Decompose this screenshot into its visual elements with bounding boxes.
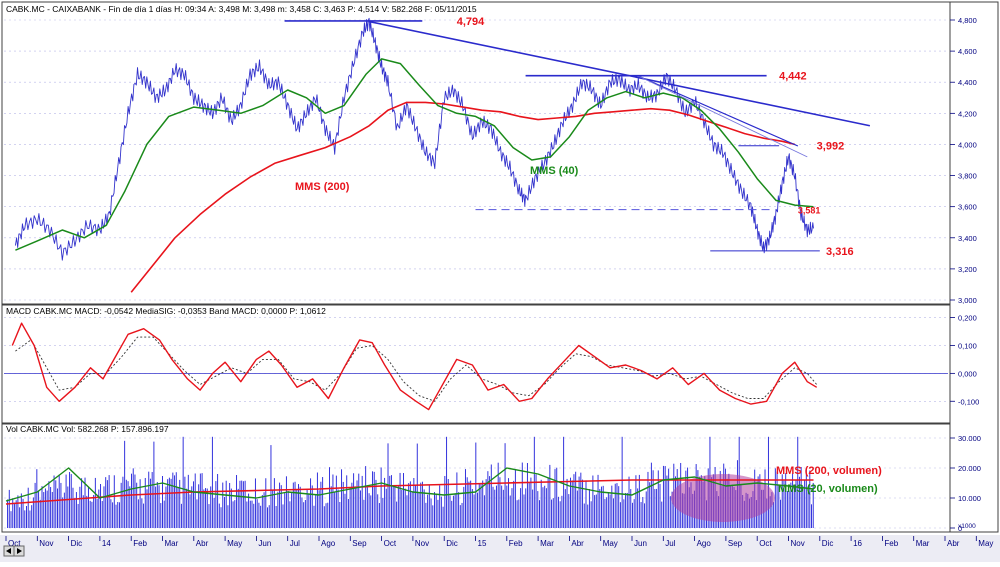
arrow-right-icon bbox=[17, 548, 22, 554]
price-y-tick-label: 3,600 bbox=[958, 203, 977, 212]
level-label: 4,442 bbox=[779, 71, 807, 83]
main-downtrend-line bbox=[368, 20, 871, 127]
x-tick-label: Nov bbox=[415, 539, 429, 548]
macd-y-tick-label: 0,100 bbox=[958, 341, 977, 350]
price-y-tick-label: 4,600 bbox=[958, 47, 977, 56]
x-tick-label: Abr bbox=[196, 539, 209, 548]
x-tick-label: Feb bbox=[133, 539, 147, 548]
mms200-series-line bbox=[130, 101, 795, 293]
price-y-tick-label: 3,400 bbox=[958, 234, 977, 243]
x-tick-label: Feb bbox=[509, 539, 523, 548]
x-tick-label: Ago bbox=[697, 539, 712, 548]
level-label: 3,992 bbox=[817, 141, 845, 153]
x-tick-label: Dic bbox=[822, 539, 834, 548]
vol-mms20-annotation: MMS (20, volumen) bbox=[778, 483, 878, 495]
price-y-tick-label: 3,200 bbox=[958, 265, 977, 274]
price-y-tick-label: 4,400 bbox=[958, 78, 977, 87]
support-resistance-levels: 4,794 4,442 3,992 3,581 3,316 bbox=[284, 16, 871, 258]
vol-mms200-line bbox=[5, 479, 814, 505]
x-axis-bar bbox=[0, 535, 1000, 562]
x-tick-label: Oct bbox=[8, 539, 21, 548]
price-series-line bbox=[14, 17, 814, 261]
x-tick-label: Jul bbox=[665, 539, 675, 548]
price-y-tick-label: 4,200 bbox=[958, 109, 977, 118]
x-tick-label: Oct bbox=[384, 539, 397, 548]
macd-y-tick-label: 0,200 bbox=[958, 314, 977, 323]
level-label: 4,794 bbox=[457, 16, 485, 28]
x-tick-label: Abr bbox=[571, 539, 584, 548]
arrow-left-icon bbox=[6, 548, 11, 554]
macd-signal-line bbox=[15, 336, 818, 402]
price-y-tick-label: 3,000 bbox=[958, 296, 977, 305]
y-axis-ticks: 4,800 4,600 4,400 4,200 4,000 3,800 3,600 3,400… bbox=[950, 16, 981, 533]
x-tick-label: Sep bbox=[728, 539, 743, 548]
x-tick-label: Jun bbox=[634, 539, 647, 548]
x-axis-ticks: Oct Nov Dic 14 Feb Mar Abr May Jun Jul Ago Sep Oct No… bbox=[5, 536, 993, 548]
macd-y-tick-label: 0,000 bbox=[958, 369, 977, 378]
volume-highlight-ellipse bbox=[671, 474, 775, 522]
mms200-annotation: MMS (200) bbox=[295, 181, 350, 193]
level-label: 3,316 bbox=[826, 246, 854, 258]
x-tick-label: Dic bbox=[71, 539, 83, 548]
price-y-tick-label: 4,800 bbox=[958, 16, 977, 25]
vol-mms20-line bbox=[5, 467, 814, 502]
level-label: 3,581 bbox=[798, 206, 821, 216]
x-tick-label: 14 bbox=[102, 539, 111, 548]
volume-y-tick-label: 0 bbox=[958, 524, 962, 533]
x-tick-label: Oct bbox=[759, 539, 772, 548]
macd-y-tick-label: -0,100 bbox=[958, 397, 979, 406]
x-tick-label: Feb bbox=[884, 539, 898, 548]
vol-mms200-annotation: MMS (200, volumen) bbox=[776, 465, 882, 477]
third-downtrend-line bbox=[638, 75, 808, 158]
volume-y-tick-label: 10.000 bbox=[958, 494, 981, 503]
x-tick-label: Mar bbox=[540, 539, 554, 548]
volume-unit-label: x1000 bbox=[958, 523, 976, 530]
chart-header: CABK.MC - CAIXABANK - Fin de día 1 días … bbox=[6, 4, 477, 14]
x-tick-label: Jul bbox=[290, 539, 300, 548]
x-tick-label: May bbox=[978, 539, 993, 548]
volume-y-tick-label: 30.000 bbox=[958, 434, 981, 443]
x-tick-label: May bbox=[227, 539, 242, 548]
x-tick-label: Mar bbox=[916, 539, 930, 548]
mms40-series-line bbox=[15, 58, 814, 251]
x-tick-label: 15 bbox=[478, 539, 487, 548]
volume-legend: Vol CABK.MC Vol: 582.268 P: 157.896.197 bbox=[6, 424, 169, 434]
price-panel-frame bbox=[1, 1, 951, 305]
x-tick-label: Nov bbox=[791, 539, 805, 548]
scroll-left-button[interactable] bbox=[3, 545, 15, 557]
second-downtrend-line bbox=[638, 75, 799, 147]
scroll-right-button[interactable] bbox=[13, 545, 25, 557]
x-tick-label: Ago bbox=[321, 539, 336, 548]
macd-legend: MACD CABK.MC MACD: -0,0542 MediaSIG: -0,… bbox=[6, 306, 326, 316]
y-axis-frame bbox=[949, 1, 999, 533]
x-tick-label: Mar bbox=[165, 539, 179, 548]
price-y-tick-label: 3,800 bbox=[958, 172, 977, 181]
x-tick-label: Dic bbox=[446, 539, 458, 548]
macd-line bbox=[11, 322, 818, 411]
indicator-lines bbox=[5, 17, 818, 505]
x-tick-label: Jun bbox=[258, 539, 271, 548]
x-tick-label: Sep bbox=[352, 539, 367, 548]
volume-y-tick-label: 20.000 bbox=[958, 464, 981, 473]
mms40-annotation: MMS (40) bbox=[530, 165, 579, 177]
x-tick-label: 16 bbox=[853, 539, 862, 548]
price-y-tick-label: 4,000 bbox=[958, 140, 977, 149]
x-tick-label: Nov bbox=[39, 539, 53, 548]
macd-panel-frame bbox=[1, 304, 951, 424]
x-tick-label: Abr bbox=[947, 539, 960, 548]
x-tick-label: May bbox=[603, 539, 618, 548]
